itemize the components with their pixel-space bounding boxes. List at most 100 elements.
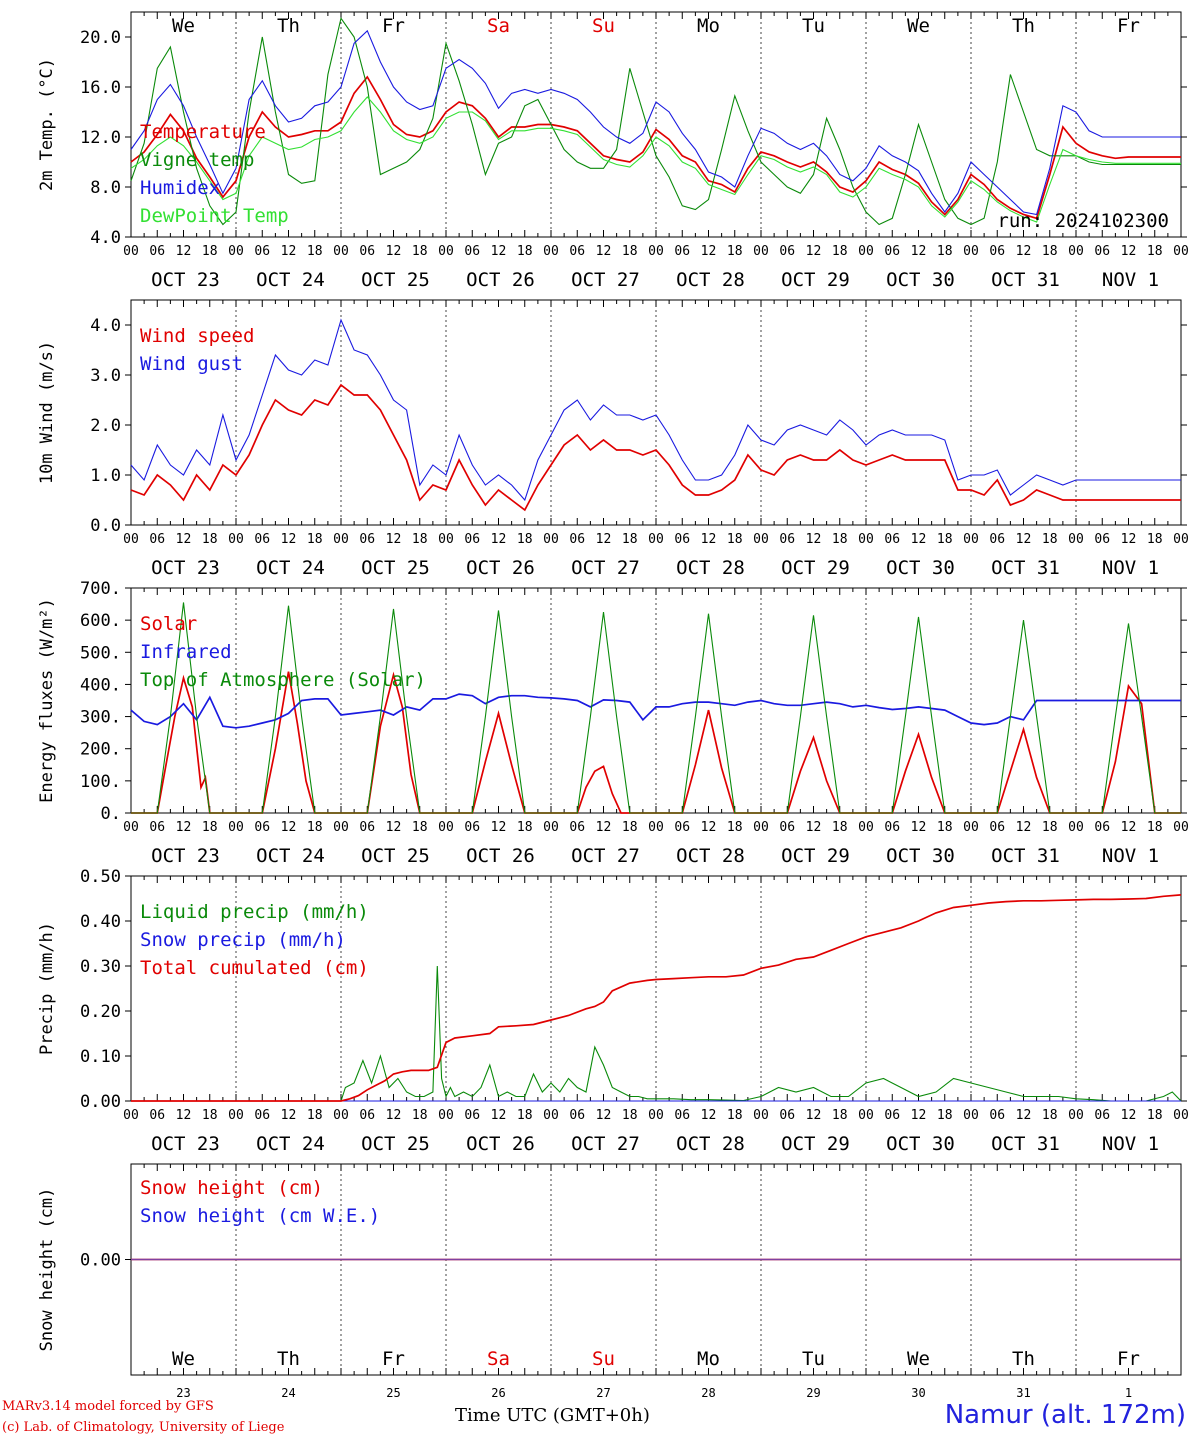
day-label: OCT 31 [991, 1133, 1060, 1155]
hour-tick-label: 12 [1121, 532, 1137, 547]
weekday-label: Tu [802, 1348, 825, 1370]
hour-tick-label: 12 [701, 1108, 717, 1123]
hour-tick-label: 12 [911, 820, 927, 835]
weekday-label: Su [592, 1348, 615, 1370]
y-axis-label: 2m Temp. (°C) [37, 58, 57, 191]
hour-tick-label: 12 [1016, 820, 1032, 835]
hour-tick-label: 12 [281, 1108, 297, 1123]
weekday-label: Fr [1117, 15, 1140, 37]
y-axis-label: Energy fluxes (W/m²) [37, 598, 57, 803]
y-tick-label: 0.00 [80, 1251, 121, 1271]
day-label: OCT 29 [781, 1133, 850, 1155]
day-label: OCT 23 [151, 557, 220, 579]
hour-tick-label: 00 [1173, 532, 1189, 547]
hour-tick-label: 12 [806, 532, 822, 547]
hour-tick-label: 12 [596, 532, 612, 547]
weekday-label: We [172, 1348, 195, 1370]
hour-tick-label: 18 [832, 532, 848, 547]
day-number-label: 1 [1125, 1386, 1132, 1400]
hour-tick-label: 00 [333, 1108, 349, 1123]
day-label: OCT 31 [991, 845, 1060, 867]
hour-tick-label: 12 [1016, 244, 1032, 259]
hour-tick-label: 06 [464, 532, 480, 547]
weekday-label: Th [277, 15, 300, 37]
hour-tick-label: 00 [123, 532, 139, 547]
panel-5 [125, 1163, 1182, 1376]
y-tick-label: 0.00 [80, 1092, 121, 1112]
hour-tick-label: 18 [1042, 1108, 1058, 1123]
hour-tick-label: 06 [674, 532, 690, 547]
hour-tick-label: 00 [648, 244, 664, 259]
y-tick-label: 0.50 [80, 867, 121, 887]
hour-tick-label: 12 [386, 532, 402, 547]
hour-tick-label: 06 [779, 244, 795, 259]
hour-tick-label: 18 [202, 820, 218, 835]
hour-tick-label: 00 [1068, 820, 1084, 835]
hour-tick-label: 12 [386, 1108, 402, 1123]
day-label: OCT 25 [361, 1133, 430, 1155]
y-tick-label: 3.0 [90, 366, 121, 386]
hour-tick-label: 12 [806, 820, 822, 835]
day-label: OCT 26 [466, 269, 535, 291]
hour-tick-label: 12 [911, 1108, 927, 1123]
weekday-label: Su [592, 15, 615, 37]
hour-tick-label: 12 [1121, 244, 1137, 259]
hour-tick-label: 12 [491, 532, 507, 547]
hour-tick-label: 00 [963, 532, 979, 547]
legend-entry: Infrared [140, 641, 232, 663]
hour-tick-label: 06 [1094, 1108, 1110, 1123]
day-label: OCT 27 [571, 845, 640, 867]
y-tick-label: 0. [101, 804, 121, 824]
series-line [130, 318, 1181, 502]
hour-tick-label: 00 [543, 1108, 559, 1123]
day-label: OCT 24 [256, 1133, 325, 1155]
hour-tick-label: 12 [1016, 532, 1032, 547]
hour-tick-label: 18 [937, 244, 953, 259]
y-tick-label: 0.40 [80, 912, 121, 932]
hour-tick-label: 18 [202, 244, 218, 259]
hour-tick-label: 06 [884, 532, 900, 547]
hour-tick-label: 12 [491, 820, 507, 835]
hour-tick-label: 06 [674, 820, 690, 835]
hour-tick-label: 06 [779, 532, 795, 547]
hour-tick-label: 06 [779, 1108, 795, 1123]
hour-tick-label: 00 [648, 532, 664, 547]
weekday-label: We [172, 15, 195, 37]
day-label: OCT 28 [676, 269, 745, 291]
hour-tick-label: 18 [412, 244, 428, 259]
hour-tick-label: 00 [753, 244, 769, 259]
hour-tick-label: 00 [753, 1108, 769, 1123]
hour-tick-label: 18 [1147, 1108, 1163, 1123]
hour-tick-label: 12 [701, 532, 717, 547]
hour-tick-label: 06 [1094, 244, 1110, 259]
hour-tick-label: 06 [569, 1108, 585, 1123]
day-label: OCT 28 [676, 1133, 745, 1155]
hour-tick-label: 12 [1121, 1108, 1137, 1123]
hour-tick-label: 18 [1042, 244, 1058, 259]
hour-tick-label: 00 [543, 820, 559, 835]
hour-tick-label: 12 [491, 244, 507, 259]
hour-tick-label: 18 [832, 1108, 848, 1123]
hour-tick-label: 00 [1068, 532, 1084, 547]
y-tick-label: 200. [80, 740, 121, 760]
hour-tick-label: 18 [937, 532, 953, 547]
hour-tick-label: 06 [149, 1108, 165, 1123]
hour-tick-label: 06 [569, 532, 585, 547]
legend-entry: Wind speed [140, 325, 254, 347]
hour-tick-label: 18 [937, 820, 953, 835]
hour-tick-label: 18 [1147, 820, 1163, 835]
hour-tick-label: 00 [123, 244, 139, 259]
day-label: OCT 23 [151, 1133, 220, 1155]
hour-tick-label: 06 [149, 532, 165, 547]
hour-tick-label: 00 [1173, 1108, 1189, 1123]
legend-entry: DewPoint Temp [140, 205, 289, 227]
hour-tick-label: 06 [464, 244, 480, 259]
y-tick-label: 0.0 [90, 516, 121, 536]
day-label: OCT 31 [991, 557, 1060, 579]
y-tick-label: 20.0 [80, 28, 121, 48]
panel-1 [125, 11, 1187, 238]
hour-tick-label: 12 [701, 820, 717, 835]
panel-2 [125, 299, 1187, 526]
weekday-label: Th [277, 1348, 300, 1370]
hour-tick-label: 00 [858, 244, 874, 259]
